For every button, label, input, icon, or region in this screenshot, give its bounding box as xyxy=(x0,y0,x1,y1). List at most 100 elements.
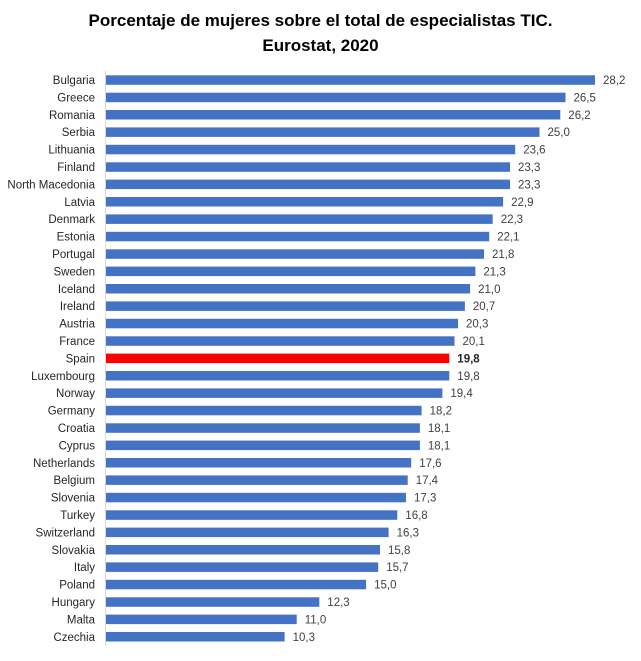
bar-germany xyxy=(106,405,422,416)
bar-france xyxy=(106,336,455,346)
value-label-belgium: 17,4 xyxy=(416,475,439,487)
category-label-estonia: Estonia xyxy=(57,232,96,244)
bar-austria xyxy=(106,318,458,329)
value-label-bulgaria: 28,2 xyxy=(603,75,625,87)
category-label-cyprus: Cyprus xyxy=(59,440,96,452)
value-label-ireland: 20,7 xyxy=(473,301,495,313)
bar-spain xyxy=(106,353,450,364)
bar-norway xyxy=(106,388,443,398)
category-label-malta: Malta xyxy=(67,614,96,626)
value-label-lithuania: 23,6 xyxy=(523,145,545,157)
bar-malta xyxy=(106,614,297,625)
category-label-romania: Romania xyxy=(49,110,96,122)
value-label-slovakia: 15,8 xyxy=(388,545,410,557)
category-label-netherlands: Netherlands xyxy=(33,458,95,470)
category-label-belgium: Belgium xyxy=(53,475,95,487)
category-label-slovenia: Slovenia xyxy=(51,493,96,505)
category-label-luxembourg: Luxembourg xyxy=(31,371,95,383)
category-label-czechia: Czechia xyxy=(53,632,95,644)
bar-belgium xyxy=(106,475,408,485)
category-label-france: France xyxy=(59,336,95,348)
bar-hungary xyxy=(106,597,320,607)
value-label-hungary: 12,3 xyxy=(327,597,349,609)
value-label-norway: 19,4 xyxy=(450,388,473,400)
value-label-turkey: 16,8 xyxy=(405,510,427,522)
bar-poland xyxy=(106,579,367,590)
category-labels-group: Bulgaria Greece Romania Serbia Lithuania Finl… xyxy=(7,75,95,644)
bars-group xyxy=(106,75,595,642)
value-label-cyprus: 18,1 xyxy=(428,440,450,452)
bar-turkey xyxy=(106,510,398,520)
category-label-norway: Norway xyxy=(56,388,95,400)
category-label-portugal: Portugal xyxy=(52,249,95,261)
bar-slovenia xyxy=(106,492,406,503)
category-label-poland: Poland xyxy=(59,580,95,592)
value-label-portugal: 21,8 xyxy=(492,249,514,261)
value-label-iceland: 21,0 xyxy=(478,284,500,296)
category-label-bulgaria: Bulgaria xyxy=(53,75,96,87)
value-label-poland: 15,0 xyxy=(374,580,396,592)
value-label-greece: 26,5 xyxy=(574,92,596,104)
chart-title-line-2: Eurostat, 2020 xyxy=(262,36,379,55)
bar-lithuania xyxy=(106,144,516,155)
category-label-spain: Spain xyxy=(66,353,95,365)
bar-czechia xyxy=(106,632,285,642)
category-label-germany: Germany xyxy=(48,406,96,418)
value-label-netherlands: 17,6 xyxy=(419,458,441,470)
value-label-italy: 15,7 xyxy=(386,562,408,574)
category-label-sweden: Sweden xyxy=(53,266,95,278)
bar-serbia xyxy=(106,127,540,137)
category-label-iceland: Iceland xyxy=(58,284,95,296)
chart-title: Porcentaje de mujeres sobre el total de … xyxy=(0,8,641,58)
value-label-romania: 26,2 xyxy=(568,110,590,122)
value-label-croatia: 18,1 xyxy=(428,423,450,435)
value-label-france: 20,1 xyxy=(463,336,485,348)
bar-denmark xyxy=(106,214,493,224)
value-labels-group: 28,2 26,5 26,2 25,023,6 23,3 23,3 22,9 22,3 22,1… xyxy=(293,75,626,644)
bar-finland xyxy=(106,162,510,172)
category-label-north-macedonia: North Macedonia xyxy=(7,179,95,191)
category-label-croatia: Croatia xyxy=(58,423,96,435)
category-label-italy: Italy xyxy=(74,562,95,574)
bar-ireland xyxy=(106,301,465,311)
bar-portugal xyxy=(106,249,484,259)
category-label-denmark: Denmark xyxy=(48,214,95,226)
value-label-austria: 20,3 xyxy=(466,319,488,331)
category-label-ireland: Ireland xyxy=(60,301,95,313)
bar-croatia xyxy=(106,423,420,433)
value-label-serbia: 25,0 xyxy=(548,127,570,139)
bar-cyprus xyxy=(106,440,420,451)
value-label-slovenia: 17,3 xyxy=(414,493,436,505)
value-label-denmark: 22,3 xyxy=(501,214,523,226)
bar-slovakia xyxy=(106,545,380,555)
bar-bulgaria xyxy=(106,75,595,85)
value-label-spain: 19,8 xyxy=(457,353,480,365)
category-label-lithuania: Lithuania xyxy=(48,145,95,157)
bar-sweden xyxy=(106,266,476,277)
bar-romania xyxy=(106,110,561,120)
bar-latvia xyxy=(106,197,504,207)
bar-greece xyxy=(106,92,566,103)
bar-estonia xyxy=(106,231,490,242)
category-label-slovakia: Slovakia xyxy=(52,545,96,557)
value-label-sweden: 21,3 xyxy=(483,266,505,278)
value-label-czechia: 10,3 xyxy=(293,632,315,644)
value-label-luxembourg: 19,8 xyxy=(457,371,479,383)
chart-title-line-1: Porcentaje de mujeres sobre el total de … xyxy=(88,11,553,30)
value-label-malta: 11,0 xyxy=(305,614,327,626)
value-label-estonia: 22,1 xyxy=(497,232,519,244)
bar-netherlands xyxy=(106,458,412,468)
category-label-switzerland: Switzerland xyxy=(36,527,95,539)
category-label-austria: Austria xyxy=(59,319,95,331)
value-label-north-macedonia: 23,3 xyxy=(518,179,540,191)
value-label-latvia: 22,9 xyxy=(511,197,533,209)
bar-luxembourg xyxy=(106,371,450,381)
value-label-germany: 18,2 xyxy=(430,406,452,418)
value-label-switzerland: 16,3 xyxy=(397,527,419,539)
category-label-hungary: Hungary xyxy=(52,597,96,609)
category-label-greece: Greece xyxy=(57,92,95,104)
category-label-latvia: Latvia xyxy=(64,197,95,209)
bar-italy xyxy=(106,562,379,572)
bar-switzerland xyxy=(106,527,389,538)
